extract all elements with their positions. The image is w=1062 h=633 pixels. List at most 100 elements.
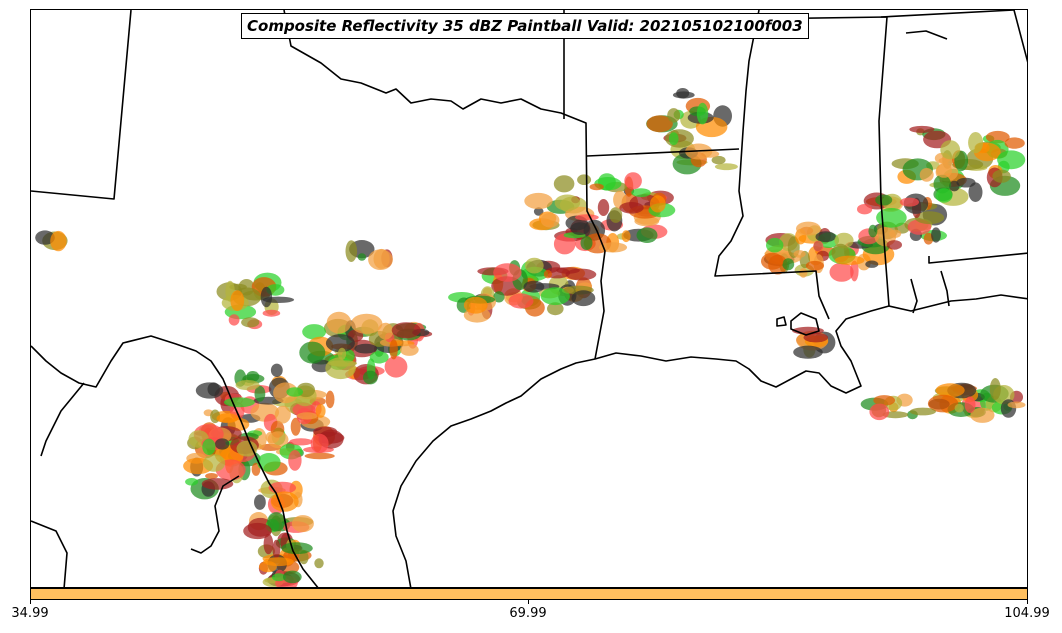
echo-blob (636, 227, 658, 243)
echo-blob (354, 343, 378, 354)
echo-blob (876, 208, 907, 228)
echo-blob (314, 558, 324, 569)
echo-blob (302, 324, 326, 340)
echo-blob (589, 183, 604, 191)
echo-blob (667, 108, 681, 123)
echo-blob (553, 233, 576, 255)
international-border (40, 382, 85, 457)
echo-blob (580, 236, 593, 250)
echo-blob (350, 313, 383, 334)
echo-blob (524, 192, 553, 210)
echo-blob (257, 453, 281, 472)
map-boundaries (31, 10, 1027, 587)
echo-blob (805, 260, 825, 271)
echo-blob (869, 403, 890, 421)
echo-blob (363, 370, 378, 385)
international-border (31, 335, 319, 587)
echo-blob (992, 169, 1011, 183)
echo-blob (799, 268, 808, 278)
state-border (910, 278, 918, 314)
echo-blob (203, 454, 226, 472)
map-title: Composite Reflectivity 35 dBZ Paintball … (241, 13, 809, 39)
echo-blob (493, 291, 505, 303)
echo-blob (540, 287, 570, 306)
echo-blob (389, 339, 398, 360)
echo-blob (543, 270, 553, 279)
echo-blob (989, 378, 1001, 400)
echo-blob (923, 232, 934, 245)
echo-blob (235, 380, 260, 391)
echo-blob (577, 174, 592, 185)
echo-blob (571, 290, 596, 307)
echo-blob (337, 347, 347, 360)
echo-blob (889, 229, 902, 238)
echo-blob (899, 197, 920, 207)
colorbar-tick (528, 600, 529, 604)
echo-blob (873, 395, 896, 406)
echo-blob (299, 550, 309, 565)
echo-blob (315, 404, 326, 418)
echo-blob (325, 334, 355, 353)
echo-blob (391, 322, 421, 339)
state-border (586, 148, 740, 157)
echo-blob (985, 130, 1010, 144)
echo-blob (886, 240, 902, 250)
echo-blob (289, 438, 313, 446)
echo-blob (215, 438, 230, 450)
echo-blob (50, 230, 67, 252)
echo-blob (875, 194, 893, 206)
echo-blob (254, 385, 266, 402)
echo-blob (282, 570, 302, 584)
echo-blob (288, 450, 302, 471)
state-border (940, 270, 950, 307)
echo-blob (185, 478, 199, 486)
echo-blob (761, 252, 784, 270)
echo-blob (373, 248, 390, 269)
colorbar (30, 588, 1028, 600)
echo-blob (463, 296, 488, 314)
map-panel (30, 9, 1028, 588)
echo-blob (793, 250, 806, 258)
echo-blob (964, 396, 976, 414)
echo-blob (949, 180, 960, 192)
echo-blob (575, 214, 599, 221)
echo-blob (782, 258, 795, 271)
echo-blob (624, 172, 642, 190)
echo-blob (230, 290, 245, 311)
echo-blob (35, 230, 55, 245)
echo-blob (631, 188, 651, 198)
echo-blob (291, 515, 314, 533)
colorbar-label-min: 34.99 (11, 606, 49, 621)
echo-blob (267, 512, 286, 532)
echo-blob (815, 231, 836, 243)
echo-blob (216, 413, 239, 424)
state-border (714, 10, 830, 320)
state-border (31, 10, 132, 200)
echo-blob (909, 407, 937, 416)
echo-blob (377, 322, 394, 340)
echo-blob (714, 163, 738, 171)
echo-blob (547, 302, 564, 316)
echo-blob (676, 88, 690, 99)
echo-blob (936, 163, 952, 178)
colorbar-tick (1027, 600, 1028, 604)
echo-blob (813, 240, 824, 252)
echo-blob (263, 557, 294, 567)
echo-blob (325, 390, 335, 409)
echo-blob (241, 317, 260, 328)
echo-blob (326, 311, 352, 334)
echo-blob (369, 351, 389, 364)
echo-blob (553, 175, 575, 193)
echo-blob (281, 542, 313, 555)
echo-blob (565, 268, 597, 281)
echo-blob (597, 199, 610, 216)
echo-blob (919, 168, 934, 182)
echo-blob (201, 478, 234, 490)
echo-blob (865, 260, 879, 268)
echo-blob (304, 452, 335, 460)
coastline (776, 316, 787, 327)
echo-blob (205, 473, 218, 479)
state-border (928, 252, 1027, 264)
echo-blob (533, 207, 544, 216)
echo-blob (327, 360, 358, 367)
